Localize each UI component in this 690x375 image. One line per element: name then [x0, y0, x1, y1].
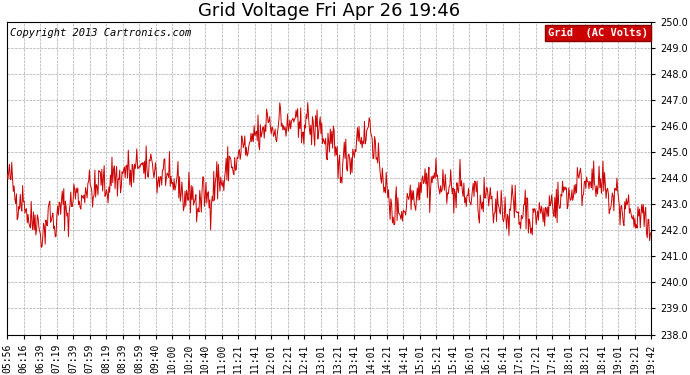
- Title: Grid Voltage Fri Apr 26 19:46: Grid Voltage Fri Apr 26 19:46: [198, 2, 460, 20]
- Text: Copyright 2013 Cartronics.com: Copyright 2013 Cartronics.com: [10, 28, 192, 38]
- Text: Grid  (AC Volts): Grid (AC Volts): [548, 28, 648, 38]
